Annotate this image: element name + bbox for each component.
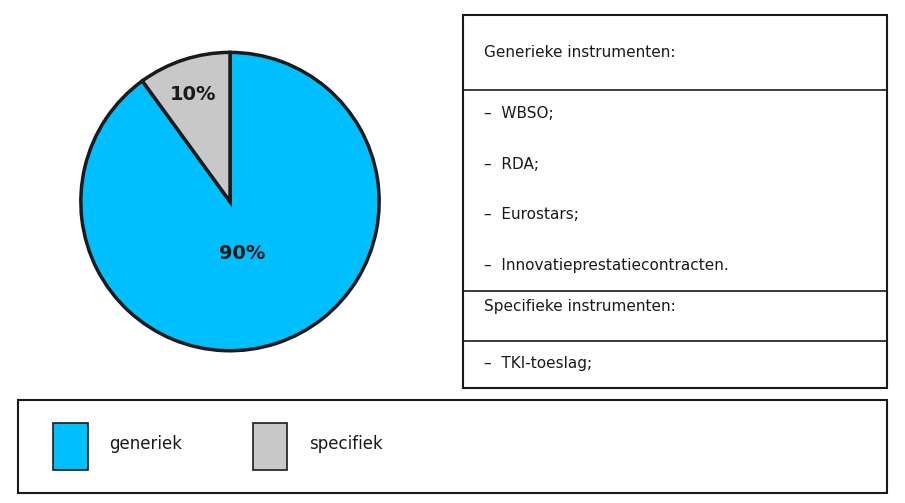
Text: –  MIT;: – MIT;	[484, 407, 534, 422]
Wedge shape	[142, 52, 230, 202]
Text: 90%: 90%	[219, 244, 265, 263]
Text: –  Eurostars;: – Eurostars;	[484, 207, 579, 222]
Wedge shape	[81, 52, 379, 351]
FancyBboxPatch shape	[463, 15, 887, 388]
Text: –  TKI-toeslag;: – TKI-toeslag;	[484, 356, 593, 371]
Text: Generieke instrumenten:: Generieke instrumenten:	[484, 45, 676, 60]
Text: –  Innovatieprestatiecontracten.: – Innovatieprestatiecontracten.	[484, 258, 729, 273]
Text: –  JTI’s/Eurekaclusters.: – JTI’s/Eurekaclusters.	[484, 457, 656, 472]
Text: generiek: generiek	[110, 436, 182, 454]
Text: –  RDA;: – RDA;	[484, 157, 539, 172]
Bar	[252, 423, 288, 470]
Text: specifiek: specifiek	[310, 436, 383, 454]
Text: 10%: 10%	[169, 85, 216, 104]
Text: Specifieke instrumenten:: Specifieke instrumenten:	[484, 299, 676, 313]
Text: –  WBSO;: – WBSO;	[484, 107, 554, 121]
FancyBboxPatch shape	[18, 400, 887, 493]
Bar	[52, 423, 88, 470]
